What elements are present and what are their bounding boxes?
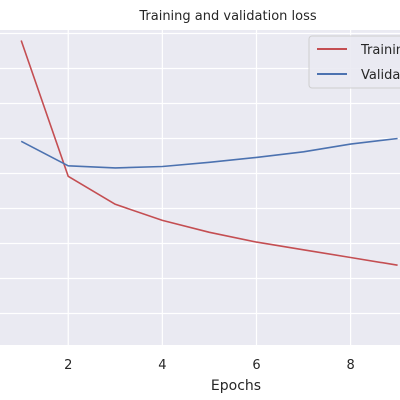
- series-layer: [20, 40, 398, 266]
- series-line-validation: [20, 137, 398, 169]
- grid: [0, 30, 400, 345]
- legend: Training loss Validation loss: [308, 35, 400, 89]
- chart-title: Training and validation loss: [138, 9, 316, 24]
- series-line-training: [20, 40, 398, 266]
- legend-label-validation: Validation loss: [361, 68, 400, 83]
- x-tick-label-4: 4: [158, 358, 166, 373]
- x-tick-label-2: 2: [64, 358, 72, 373]
- x-tick-label-8: 8: [346, 358, 354, 373]
- x-tick-label-6: 6: [252, 358, 260, 373]
- x-axis-label: Epochs: [211, 378, 261, 394]
- legend-label-training: Training loss: [360, 43, 400, 58]
- x-tick-labels: 2 4 6 8: [64, 358, 355, 373]
